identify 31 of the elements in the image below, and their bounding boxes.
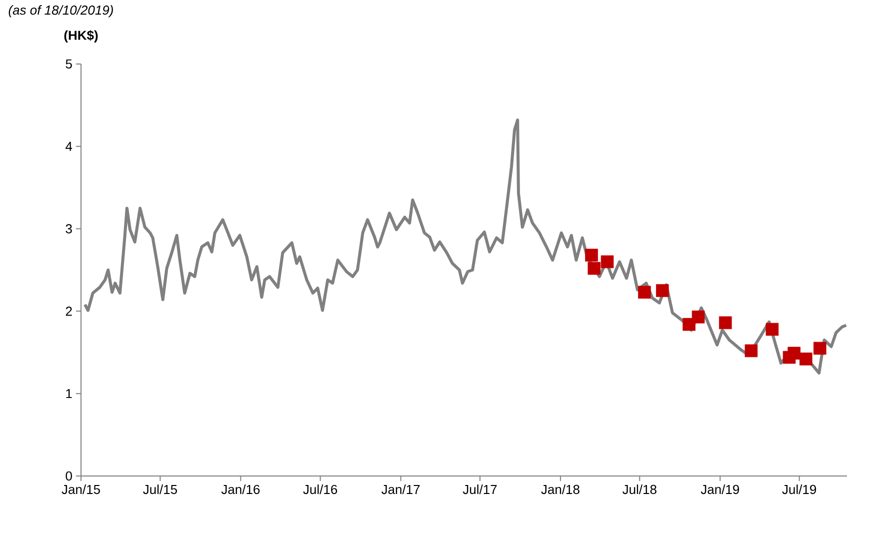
- point: [585, 248, 598, 262]
- x-tick-label: Jan/15: [62, 484, 100, 494]
- y-tick-label: 1: [66, 389, 72, 398]
- y-tick-label: 4: [66, 142, 72, 151]
- point: [638, 286, 651, 299]
- x-tick-label: Jan/18: [541, 484, 580, 494]
- point: [600, 255, 614, 268]
- y-tick-label: 2: [66, 306, 72, 316]
- x-tick-label: Jan/16: [221, 484, 260, 494]
- point: [656, 284, 669, 297]
- point: [766, 322, 779, 336]
- y-tick-label: 0: [66, 471, 72, 481]
- point: [788, 346, 800, 360]
- x-tick-label: Jul/15: [143, 484, 177, 494]
- x-tick-label: Jul/19: [782, 484, 816, 494]
- point: [692, 310, 705, 324]
- x-tick-label: Jan/17: [381, 484, 420, 494]
- point: [588, 262, 601, 275]
- x-tick-label: Jan/19: [700, 484, 740, 494]
- point: [813, 342, 826, 355]
- y-tick-label: 3: [66, 224, 72, 234]
- y-axis-title: (HK$): [64, 30, 98, 42]
- x-tick-label: Jul/17: [462, 484, 497, 494]
- x-tick-label: Jul/16: [303, 484, 338, 494]
- chart-title: (as of 18/10/2019): [8, 5, 113, 18]
- y-tick-label: 5: [66, 59, 72, 69]
- line-series: [83, 118, 848, 374]
- point: [744, 344, 758, 358]
- x-tick-label: Jul/18: [622, 484, 656, 494]
- point: [718, 316, 732, 330]
- point: [799, 352, 812, 366]
